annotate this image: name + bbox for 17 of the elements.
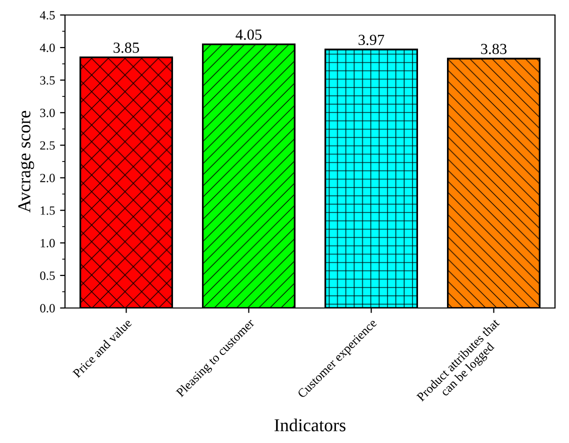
data-label: 3.97 [358,34,384,46]
y-tick-label: 1.0 [40,238,55,248]
y-tick-label: 2.0 [40,174,55,182]
y-tick-label: 4.0 [40,44,55,52]
y-tick-label: 3.5 [40,76,55,85]
y-tick-label: 2.5 [40,141,55,150]
data-label: 3.83 [481,44,507,54]
x-axis-title: Indicators [274,418,346,432]
y-tick-label: 0.5 [40,271,55,280]
y-tick-label: 4.5 [40,11,55,20]
y-tick-label: 3.0 [40,108,55,118]
x-tick-label: Price and value [72,318,132,378]
data-label: 4.05 [236,30,262,40]
y-tick-label: 0.0 [40,304,55,313]
y-tick-label: 1.5 [40,206,55,215]
data-label: 3.85 [114,42,140,53]
y-axis-title: Avcrage score [18,110,34,213]
